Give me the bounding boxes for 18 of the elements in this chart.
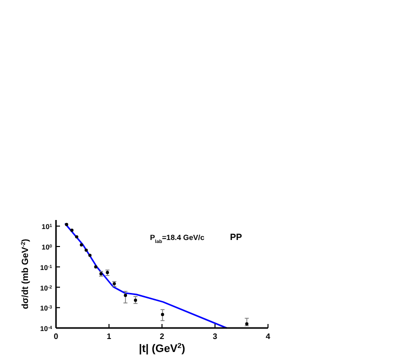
x-tick-label: 3 [212,332,218,341]
point [160,312,164,316]
x-tick-label: 2 [160,332,165,341]
point [65,222,68,226]
point [75,235,78,238]
point [124,294,128,297]
x-tick-label: 0 [54,332,59,341]
point [70,228,74,232]
line-series [64,222,228,329]
point [80,243,84,246]
annotation: PP [230,232,242,242]
point [134,298,138,302]
x-axis-title: |t| (GeV$^{2}$) [138,342,186,355]
x-tick-label: 1 [106,332,112,341]
point [88,254,92,257]
point [94,265,98,268]
point [84,248,88,252]
x-tick-label: 4 [266,332,271,341]
